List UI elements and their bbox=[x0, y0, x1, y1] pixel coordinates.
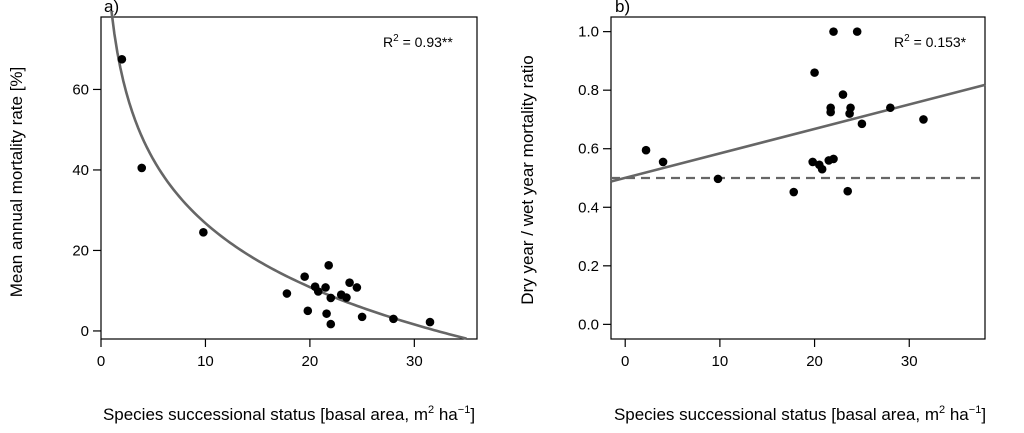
panel-b-y-axis-title: Dry year / wet year mortality ratio bbox=[518, 55, 537, 304]
panel-b-data-point bbox=[829, 154, 838, 164]
panel-a-data-point bbox=[313, 287, 323, 296]
panel-a-data-point bbox=[389, 314, 398, 324]
panel-b-y-tick-label: 0.2 bbox=[578, 258, 599, 275]
panel-b-data-point bbox=[810, 68, 819, 77]
panel-a-fit-curve bbox=[110, 10, 467, 340]
panel-b-x-tick-label: 0 bbox=[621, 353, 629, 370]
panel-b-fit-line bbox=[610, 83, 986, 183]
panel-b-x-axis: 0 10 20 30 bbox=[621, 339, 918, 370]
panel-b-x-tick-label: 20 bbox=[806, 353, 823, 370]
panel-a-x-tick-label: 10 bbox=[197, 353, 214, 370]
panel-b-data-point bbox=[789, 187, 799, 197]
panel-b-data-point bbox=[919, 115, 928, 124]
panel-b-data-point bbox=[852, 27, 862, 36]
panel-b-y-axis: 0.0 0.2 0.4 0.6 0.8 1.0 bbox=[578, 24, 611, 333]
panel-b-data-point bbox=[826, 107, 835, 117]
panel-a-y-tick-label: 60 bbox=[72, 81, 89, 98]
panel-a-y-tick-label: 20 bbox=[72, 242, 89, 259]
panel-b-y-tick-label: 0.8 bbox=[578, 82, 599, 99]
panel-b-data-point bbox=[857, 119, 867, 129]
panel-b-y-tick-label: 0.4 bbox=[578, 199, 599, 216]
panel-a-data-point bbox=[117, 54, 127, 64]
panel-a-x-axis: 0 10 20 30 bbox=[97, 339, 423, 370]
panel-b-x-tick-label: 30 bbox=[901, 353, 918, 370]
panel-b-data-point bbox=[829, 27, 838, 36]
panel-b-data-point bbox=[838, 90, 848, 99]
panel-b-y-tick-label: 0.6 bbox=[578, 141, 599, 158]
panel-a-data-point bbox=[322, 309, 331, 318]
panel-b-r2-annotation: R2 = 0.153* bbox=[894, 33, 967, 50]
panel-b-points-layer bbox=[641, 27, 928, 197]
panel-a-data-point bbox=[199, 228, 208, 237]
panel-b-data-point bbox=[713, 174, 723, 184]
panel-a-data-point bbox=[352, 283, 362, 292]
panel-b-data-point bbox=[808, 157, 817, 167]
panel-b-data-point bbox=[886, 103, 895, 113]
panel-b-y-tick-label: 0.0 bbox=[578, 316, 599, 333]
panel-a-data-point bbox=[300, 272, 309, 281]
panel-b-data-point bbox=[817, 164, 827, 174]
panel-a-data-point bbox=[321, 283, 330, 292]
panel-a-fit-layer bbox=[110, 10, 467, 340]
panel-a-frame bbox=[100, 16, 478, 340]
panel-a-points-layer bbox=[117, 54, 435, 329]
panel-b-x-tick-label: 10 bbox=[712, 353, 729, 370]
panel-a-label: a) bbox=[104, 0, 119, 16]
panel-b-fit-layer bbox=[610, 83, 986, 183]
panel-a-data-point bbox=[282, 289, 292, 298]
panel-a-data-point bbox=[137, 163, 147, 173]
panel-b-y-tick-label: 1.0 bbox=[578, 24, 599, 41]
panel-a-data-point bbox=[345, 278, 354, 287]
panel-a-data-point bbox=[326, 293, 336, 303]
panel-a-data-point bbox=[303, 306, 313, 316]
panel-a-x-tick-label: 0 bbox=[97, 353, 105, 370]
panel-a-x-tick-label: 20 bbox=[302, 353, 319, 370]
panel-a-data-point bbox=[324, 261, 333, 270]
panel-a-data-point bbox=[357, 312, 367, 322]
panel-a-x-axis-title: Species successional status [basal area,… bbox=[103, 404, 475, 424]
panel-a-y-tick-label: 0 bbox=[81, 323, 89, 340]
panel-a-r2-annotation: R2 = 0.93** bbox=[383, 33, 453, 50]
panel-b-data-point bbox=[641, 145, 651, 155]
panel-a-y-tick-label: 40 bbox=[72, 162, 89, 179]
panel-a: a) R2 = 0.93** Mean annual mortality rat… bbox=[7, 0, 478, 424]
panel-a-data-point bbox=[342, 293, 351, 302]
panel-b: b) R2 = 0.153* Dry year / wet year morta… bbox=[518, 0, 986, 424]
panel-b-data-point bbox=[843, 186, 853, 196]
panel-a-y-axis: 0 20 40 60 bbox=[72, 81, 101, 340]
panel-a-y-axis-title: Mean annual mortality rate [%] bbox=[7, 67, 26, 298]
panel-b-label: b) bbox=[615, 0, 630, 16]
panel-a-data-point bbox=[425, 317, 435, 327]
panel-b-data-point bbox=[846, 103, 855, 113]
panel-b-data-point bbox=[658, 157, 668, 167]
panel-a-data-point bbox=[326, 319, 336, 329]
panel-a-x-tick-label: 30 bbox=[406, 353, 423, 370]
panel-b-x-axis-title: Species successional status [basal area,… bbox=[614, 404, 986, 424]
